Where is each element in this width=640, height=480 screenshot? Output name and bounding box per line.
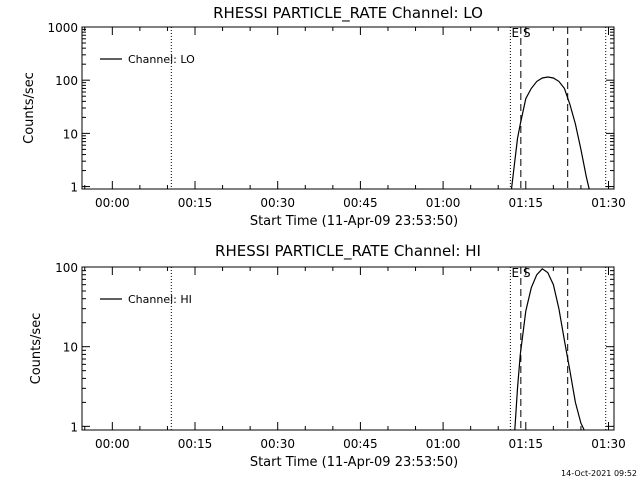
x-tick-label: 00:30 [260,437,295,451]
x-tick-label: 01:30 [591,196,626,210]
x-tick-label: 01:15 [508,196,543,210]
chart-title: RHESSI PARTICLE_RATE Channel: HI [215,242,481,261]
chart-panel-1: RHESSI PARTICLE_RATE Channel: LO Start Ti… [22,4,626,229]
x-tick-label: 01:00 [426,196,461,210]
y-tick-label: 100 [55,261,78,275]
y-tick-label: 100 [55,74,78,88]
x-tick-label: 00:00 [95,437,130,451]
x-tick-label: 01:15 [508,437,543,451]
y-tick-label: 10 [63,127,78,141]
legend-label: Channel: HI [128,293,192,306]
y-tick-label: 1 [70,181,78,195]
chart-panel-2: RHESSI PARTICLE_RATE Channel: HI Start Ti… [29,242,626,470]
plot-frame [81,26,615,190]
x-tick-label: 01:00 [426,437,461,451]
x-tick-label: 00:30 [260,196,295,210]
event-marker-E: E [511,266,519,280]
y-axis-label: Counts/sec [22,72,37,144]
legend-label: Channel: LO [128,53,195,66]
chart-title: RHESSI PARTICLE_RATE Channel: LO [213,4,483,23]
x-tick-label: 00:15 [178,196,213,210]
footer-date: 14-Oct-2021 09:52 [561,469,637,478]
event-marker-E: E [511,26,519,40]
y-axis-label: Counts/sec [29,313,44,385]
series-line [514,268,585,430]
x-tick-label: 00:15 [178,437,213,451]
y-tick-label: 10 [63,341,78,355]
x-tick-label: 00:00 [95,196,130,210]
x-tick-label: 00:45 [343,437,378,451]
series-line [510,76,590,189]
plot-frame [81,266,615,431]
x-tick-label: 00:45 [343,196,378,210]
x-axis-label: Start Time (11-Apr-09 23:53:50) [250,214,458,229]
event-marker-S: S [523,266,531,280]
y-tick-label: 1 [70,420,78,434]
x-axis-label: Start Time (11-Apr-09 23:53:50) [250,455,458,470]
x-tick-label: 01:30 [591,437,626,451]
event-marker-S: S [523,26,531,40]
y-tick-label: 1000 [47,21,78,35]
